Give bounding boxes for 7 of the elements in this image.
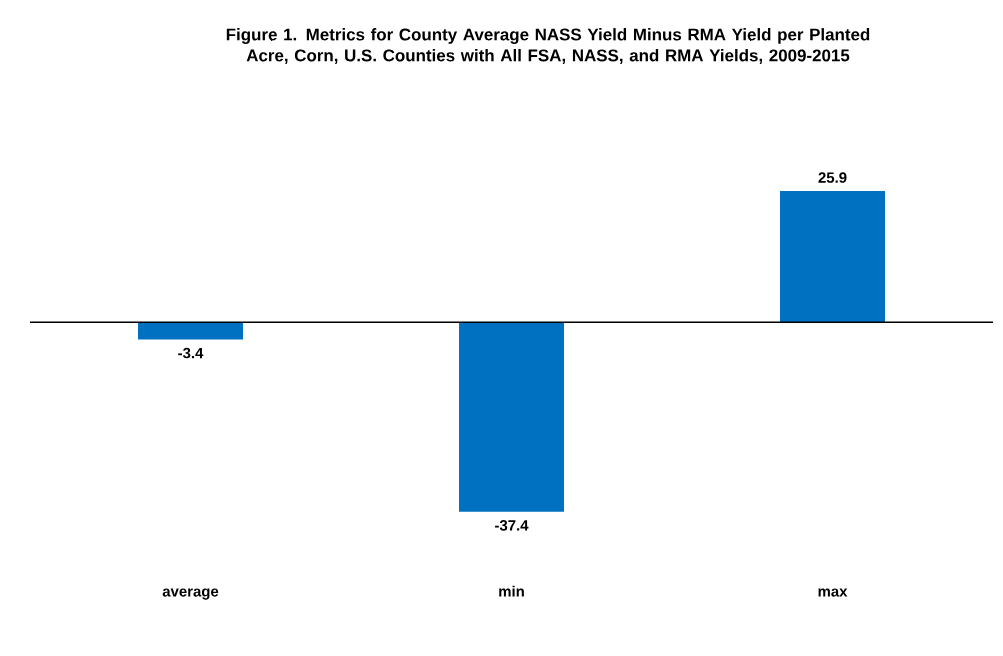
x-tick-label: average — [162, 588, 219, 600]
x-tick-label: max — [818, 588, 848, 597]
data-label: -37.4 — [495, 520, 529, 531]
data-label: 25.9 — [818, 172, 847, 183]
x-tick-label: min — [499, 585, 524, 597]
data-label: -3.4 — [178, 347, 204, 359]
chart-title: Figure 1. Metrics for County Average NASS Yield Minus RMA Yield per Planted Acre, Corn, U.S. Counties with All FSA, NASS, and RMA Yields, 2009-2015 — [226, 28, 870, 64]
